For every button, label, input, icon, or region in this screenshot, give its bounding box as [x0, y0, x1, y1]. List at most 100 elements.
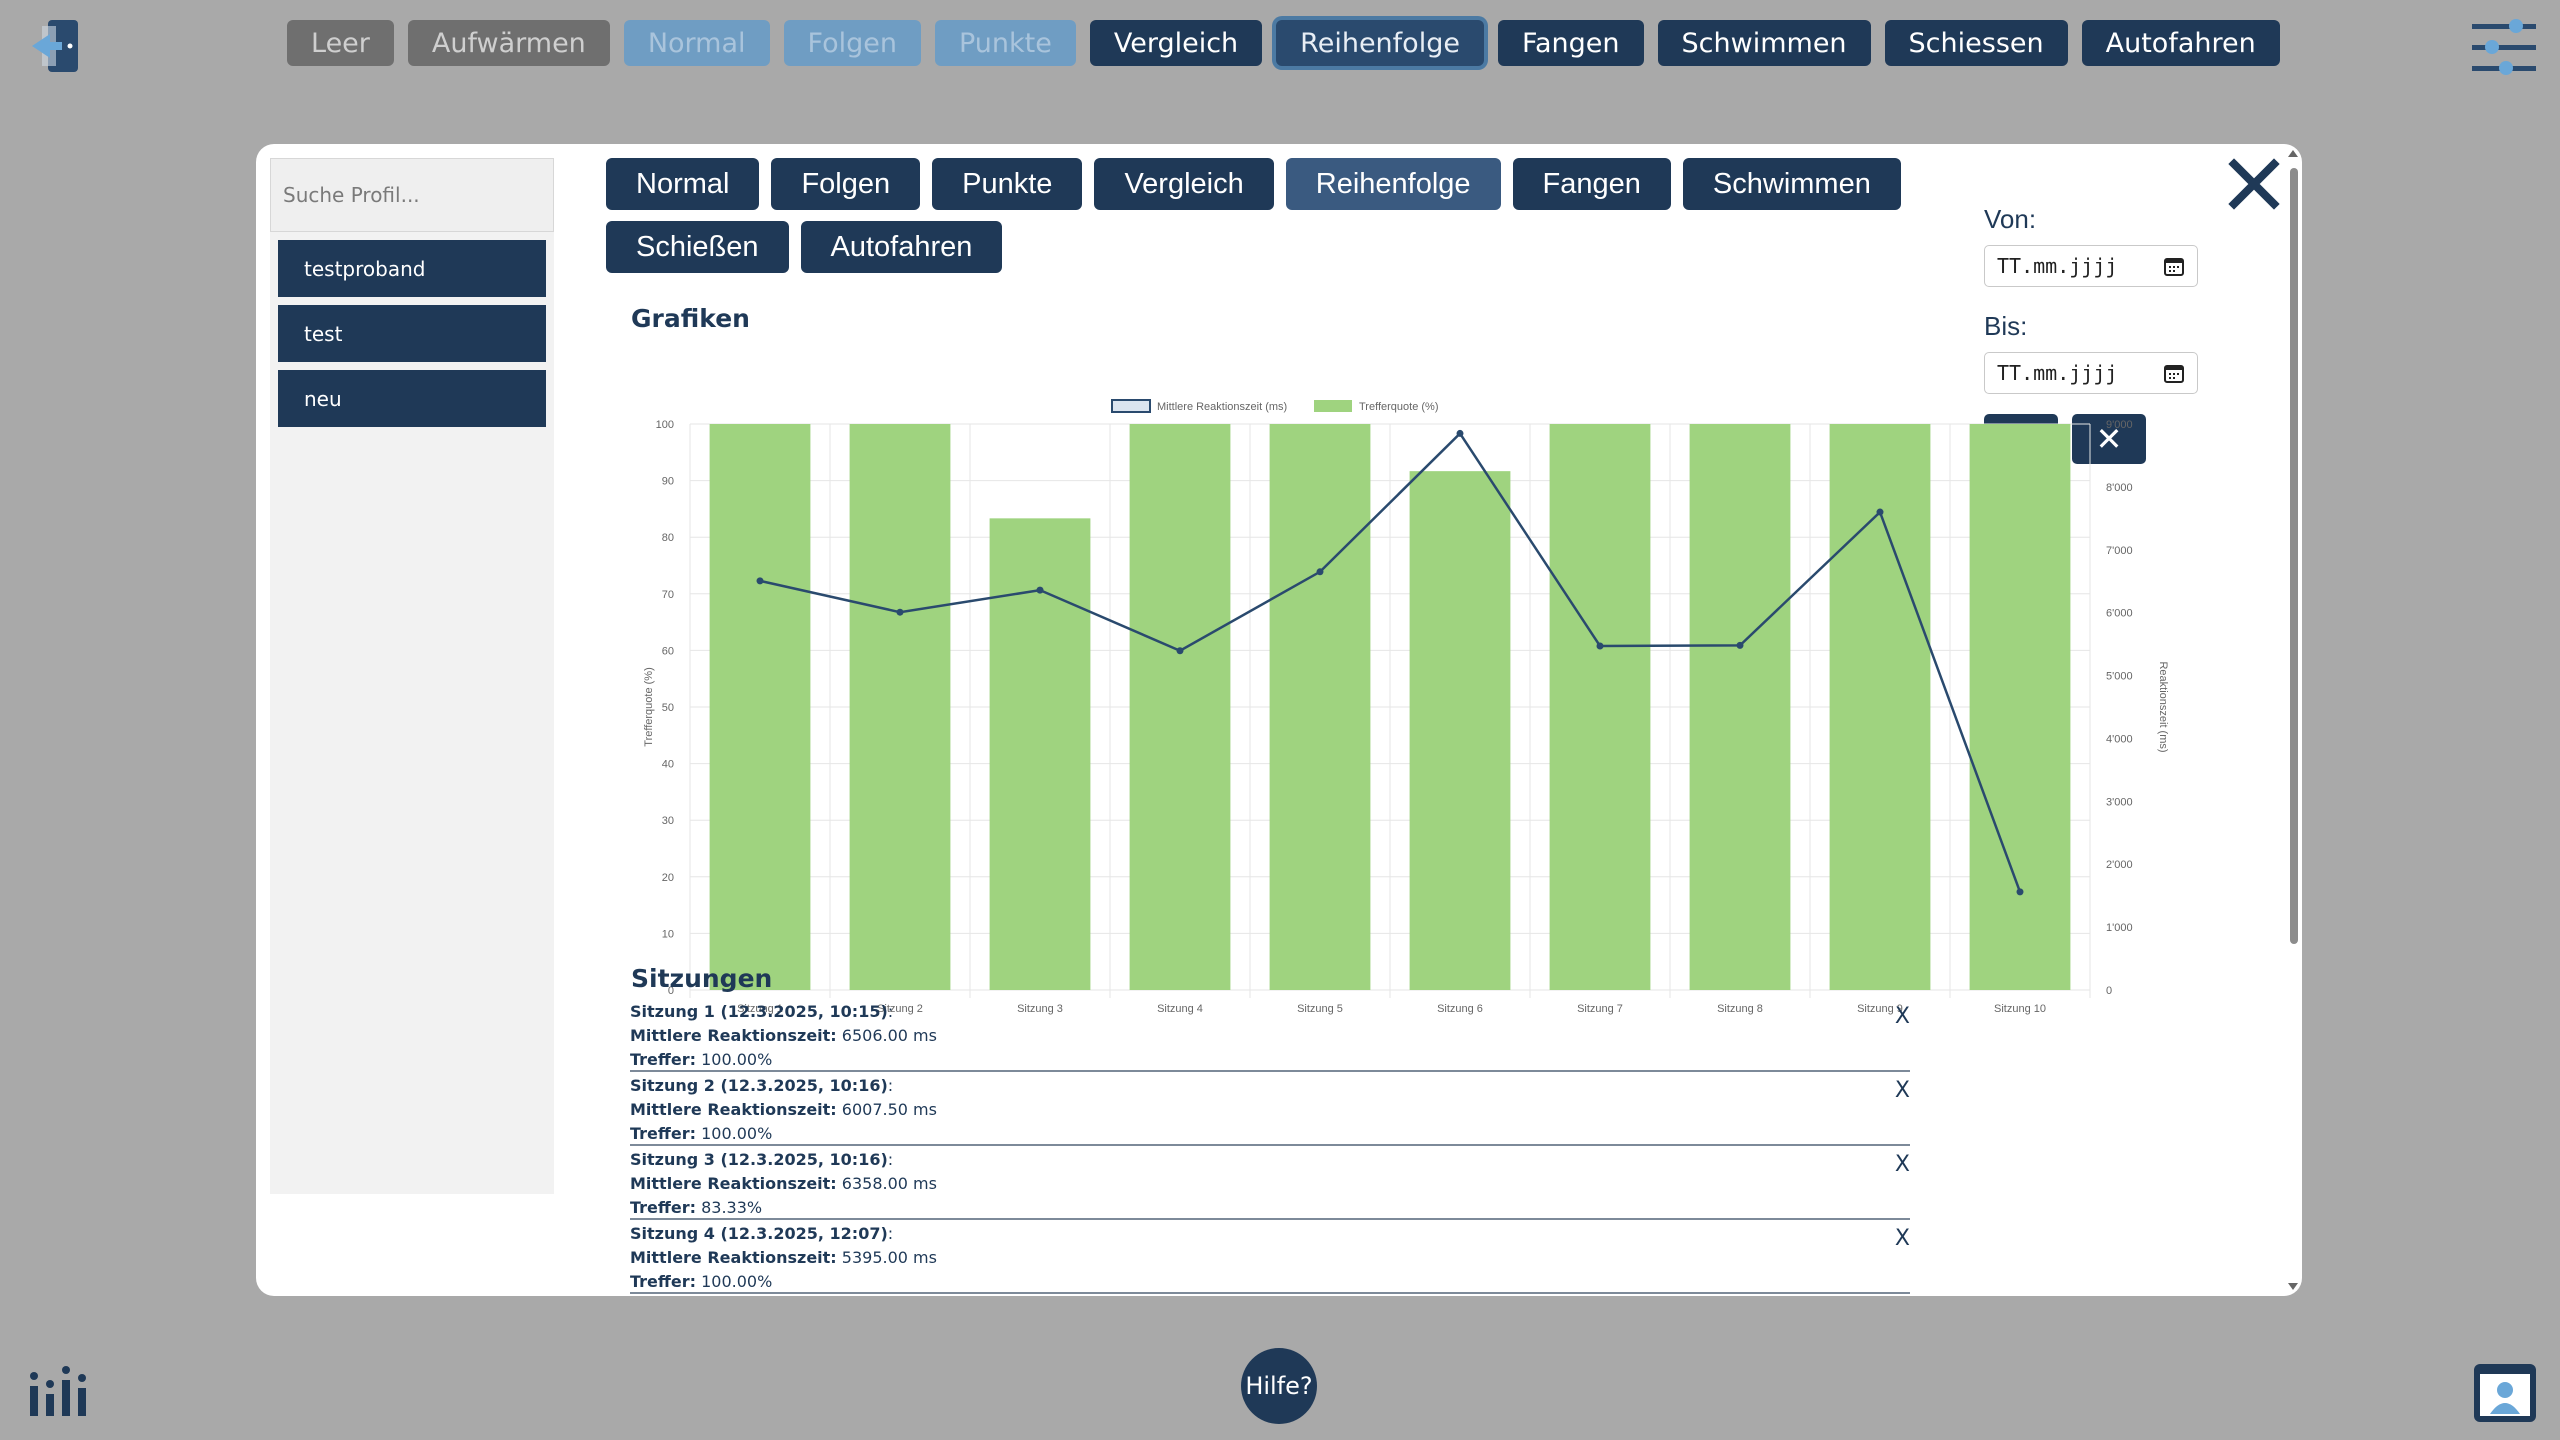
session-chart: 0 10 20 30 40 50 60 70 80 90 100 0 1'000 2'000 3'000 4'…	[643, 399, 2169, 1015]
nav-autofahren[interactable]: Autofahren	[2081, 20, 2280, 66]
nav-schwimmen[interactable]: Schwimmen	[1657, 20, 1871, 66]
y-tick-label: 60	[662, 645, 674, 657]
help-button[interactable]: Hilfe?	[1241, 1348, 1317, 1424]
graphs-heading: Grafiken	[631, 304, 750, 333]
y-tick-label: 0	[668, 985, 674, 997]
session-reaction-time: Mittlere Reaktionszeit: 6358.00 ms	[630, 1174, 937, 1193]
close-modal-icon[interactable]	[2224, 154, 2284, 214]
profile-item[interactable]: testproband	[278, 240, 546, 297]
legend-swatch	[1314, 400, 1352, 412]
session-row: Sitzung 2 (12.3.2025, 10:16): Mittlere Re…	[630, 1072, 1910, 1146]
bar	[1549, 424, 1651, 990]
profile-item[interactable]: neu	[278, 370, 546, 427]
nav-vergleich[interactable]: Vergleich	[1089, 20, 1263, 66]
session-hits: Treffer: 100.00%	[630, 1050, 773, 1069]
from-date-value: TT.mm.jjjj	[1997, 254, 2118, 278]
statistics-icon[interactable]	[26, 1360, 90, 1420]
tab-folgen[interactable]: Folgen	[771, 158, 921, 210]
line-point	[1316, 568, 1324, 576]
nav-folgen[interactable]: Folgen	[783, 20, 921, 66]
nav-aufwärmen[interactable]: Aufwärmen	[407, 20, 610, 66]
line-point	[1036, 586, 1044, 594]
bar	[1969, 424, 2071, 990]
profile-search-input[interactable]	[270, 158, 554, 232]
tab-autofahren[interactable]: Autofahren	[800, 221, 1003, 273]
settings-sliders-icon[interactable]	[2470, 16, 2538, 78]
scroll-thumb[interactable]	[2290, 168, 2298, 944]
y-tick-label: 80	[662, 532, 674, 544]
y2-tick-label: 2'000	[2106, 859, 2133, 871]
to-date-input[interactable]: TT.mm.jjjj	[1984, 352, 2198, 394]
nav-normal[interactable]: Normal	[623, 20, 770, 66]
bar	[989, 518, 1091, 990]
x-tick-label: Sitzung 5	[1297, 1003, 1343, 1015]
session-title: Sitzung 1 (12.3.2025, 10:15):	[630, 1002, 894, 1021]
profile-sidebar: testproband test neu	[270, 158, 554, 1194]
delete-session-button[interactable]: X	[1894, 1004, 1910, 1029]
modal-scrollbar[interactable]	[2286, 144, 2302, 1296]
session-hits: Treffer: 100.00%	[630, 1124, 773, 1143]
legend-label: Trefferquote (%)	[1359, 401, 1438, 413]
y-tick-label: 90	[662, 476, 674, 488]
profile-list: testproband test neu	[270, 240, 554, 427]
nav-punkte[interactable]: Punkte	[934, 20, 1076, 66]
calendar-icon[interactable]	[2163, 362, 2185, 384]
scroll-up-arrow-icon[interactable]	[2288, 150, 2298, 157]
line-point	[1176, 647, 1184, 655]
y-tick-label: 30	[662, 815, 674, 827]
y2-tick-label: 4'000	[2106, 733, 2133, 745]
tab-punkte[interactable]: Punkte	[932, 158, 1083, 210]
top-navigation: Leer Aufwärmen Normal Folgen Punkte Vergleich…	[287, 20, 2280, 68]
session-hits: Treffer: 83.33%	[630, 1198, 763, 1217]
from-label: Von:	[1984, 204, 2037, 234]
clear-date-button[interactable]: ✕	[2072, 414, 2146, 464]
tab-vergleich[interactable]: Vergleich	[1094, 158, 1274, 210]
line-point	[1596, 642, 1604, 650]
y-tick-label: 20	[662, 872, 674, 884]
nav-schiessen[interactable]: Schiessen	[1884, 20, 2068, 66]
x-tick-label: Sitzung 7	[1577, 1003, 1623, 1015]
tab-normal[interactable]: Normal	[606, 158, 760, 210]
session-hits: Treffer: 100.00%	[630, 1272, 773, 1291]
delete-session-button[interactable]: X	[1894, 1152, 1910, 1177]
session-reaction-time: Mittlere Reaktionszeit: 6506.00 ms	[630, 1026, 937, 1045]
x-tick-label: Sitzung 6	[1437, 1003, 1483, 1015]
bar	[1409, 471, 1511, 990]
x-tick-label: Sitzung 2	[877, 1003, 923, 1015]
legend-label: Mittlere Reaktionszeit (ms)	[1157, 401, 1287, 413]
profile-card-icon[interactable]	[2472, 1362, 2538, 1424]
session-reaction-time: Mittlere Reaktionszeit: 6007.50 ms	[630, 1100, 937, 1119]
tab-schwimmen[interactable]: Schwimmen	[1682, 158, 1901, 210]
y-tick-label: 40	[662, 759, 674, 771]
y2-axis-title: Reaktionszeit (ms)	[2157, 661, 2169, 752]
profile-item[interactable]: test	[278, 305, 546, 362]
y2-tick-label: 1'000	[2106, 922, 2133, 934]
y2-tick-label: 6'000	[2106, 608, 2133, 620]
y2-tick-label: 0	[2106, 985, 2112, 997]
scroll-down-arrow-icon[interactable]	[2288, 1283, 2298, 1290]
bar	[1829, 424, 1931, 990]
bar	[1689, 424, 1791, 990]
tab-fangen[interactable]: Fangen	[1512, 158, 1671, 210]
delete-session-button[interactable]: X	[1894, 1226, 1910, 1251]
nav-fangen[interactable]: Fangen	[1497, 20, 1644, 66]
from-date-input[interactable]: TT.mm.jjjj	[1984, 245, 2198, 287]
delete-session-button[interactable]: X	[1894, 1078, 1910, 1103]
nav-reihenfolge[interactable]: Reihenfolge	[1276, 20, 1484, 66]
session-row: Sitzung 3 (12.3.2025, 10:16): Mittlere Re…	[630, 1146, 1910, 1220]
y-axis-title: Trefferquote (%)	[643, 667, 655, 746]
x-tick-label: Sitzung 1	[737, 1003, 783, 1015]
x-tick-label: Sitzung 3	[1017, 1003, 1063, 1015]
session-row: Sitzung 1 (12.3.2025, 10:15): Mittlere Re…	[630, 998, 1910, 1072]
bar	[849, 424, 951, 990]
calendar-icon[interactable]	[2163, 255, 2185, 277]
session-row: Sitzung 4 (12.3.2025, 12:07): Mittlere Re…	[630, 1220, 1910, 1294]
x-tick-label: Sitzung 9	[1857, 1003, 1903, 1015]
legend-swatch	[1111, 399, 1151, 413]
y-tick-label: 10	[662, 928, 674, 940]
nav-leer[interactable]: Leer	[287, 20, 394, 66]
tab-reihenfolge[interactable]: Reihenfolge	[1285, 158, 1501, 210]
tab-schießen[interactable]: Schießen	[606, 221, 789, 273]
exit-door-icon[interactable]	[28, 16, 88, 76]
y2-tick-label: 9'000	[2106, 419, 2133, 431]
